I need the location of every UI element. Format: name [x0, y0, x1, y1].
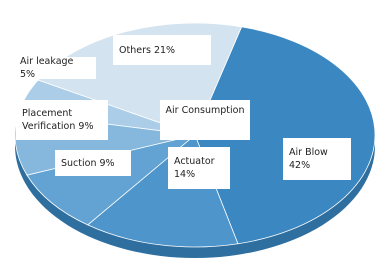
slice-label-text: Placement Verification 9%: [22, 107, 102, 133]
category-label: Others: [119, 45, 151, 56]
slice-label: Placement Verification 9%: [16, 100, 108, 140]
slice-label: Air leakage 5%: [14, 57, 96, 79]
slice-label-text: Actuator 14%: [174, 155, 215, 181]
category-label: Placement Verification: [22, 108, 75, 132]
slice-label: Air Blow 42%: [283, 138, 351, 180]
slice-label: Suction 9%: [55, 150, 131, 176]
value-label: 21%: [154, 45, 175, 56]
slice-label-text: Air Blow 42%: [289, 146, 328, 172]
center-label: Air Consumption: [160, 100, 250, 140]
value-label: 9%: [100, 158, 115, 169]
page: Air Consumption Air Blow 42% Actuator 14%…: [0, 0, 384, 259]
value-label: 14%: [174, 168, 215, 181]
slice-label: Others 21%: [113, 35, 211, 65]
slice-label-text: Others 21%: [119, 44, 175, 57]
category-label: Actuator: [174, 155, 215, 168]
slice-label: Actuator 14%: [168, 147, 230, 189]
slice-label-text: Air leakage 5%: [20, 55, 90, 81]
slice-label-text: Suction 9%: [61, 157, 115, 170]
category-label: Air Blow: [289, 146, 328, 159]
category-label: Suction: [61, 158, 96, 169]
value-label: 42%: [289, 159, 328, 172]
value-label: 9%: [78, 121, 93, 132]
category-label: Air leakage: [20, 56, 73, 67]
value-label: 5%: [20, 69, 35, 80]
